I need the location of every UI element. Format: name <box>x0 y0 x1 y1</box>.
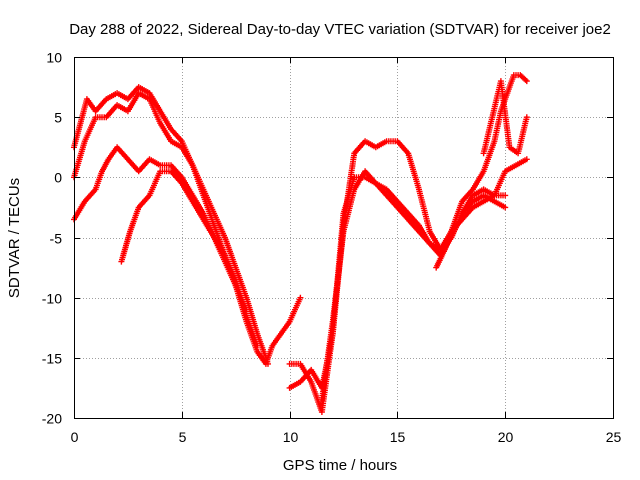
x-tick-label: 15 <box>390 429 406 445</box>
x-tick-label: 25 <box>606 429 622 445</box>
series-markers <box>71 84 304 367</box>
series-trace-8 <box>433 72 530 271</box>
y-tick-label: -5 <box>50 231 63 247</box>
series-trace-4 <box>118 168 261 349</box>
series-markers <box>118 168 261 349</box>
y-tick-label: -20 <box>42 411 62 427</box>
y-tick-label: 10 <box>46 50 62 66</box>
y-tick-label: -10 <box>42 291 62 307</box>
chart-title: Day 288 of 2022, Sidereal Day-to-day VTE… <box>69 21 611 38</box>
y-tick-label: 5 <box>54 110 62 126</box>
y-tick-label: 0 <box>54 170 62 186</box>
axis-ticks: 0 5 10 15 20 25 10 5 0 -5 -10 -15 -20 <box>42 50 622 446</box>
series-trace-9 <box>480 78 530 157</box>
x-tick-label: 10 <box>283 429 299 445</box>
series-trace-5 <box>286 138 530 391</box>
series-markers <box>286 138 530 391</box>
x-tick-label: 0 <box>71 429 79 445</box>
x-tick-label: 20 <box>498 429 514 445</box>
data-points <box>71 72 530 415</box>
y-tick-label: -15 <box>42 351 62 367</box>
series-markers <box>433 72 530 271</box>
x-tick-label: 5 <box>179 429 187 445</box>
series-trace-1 <box>71 84 304 367</box>
y-axis-label: SDTVAR / TECUs <box>6 178 23 298</box>
series-markers <box>480 78 530 157</box>
x-axis-label: GPS time / hours <box>283 457 397 474</box>
